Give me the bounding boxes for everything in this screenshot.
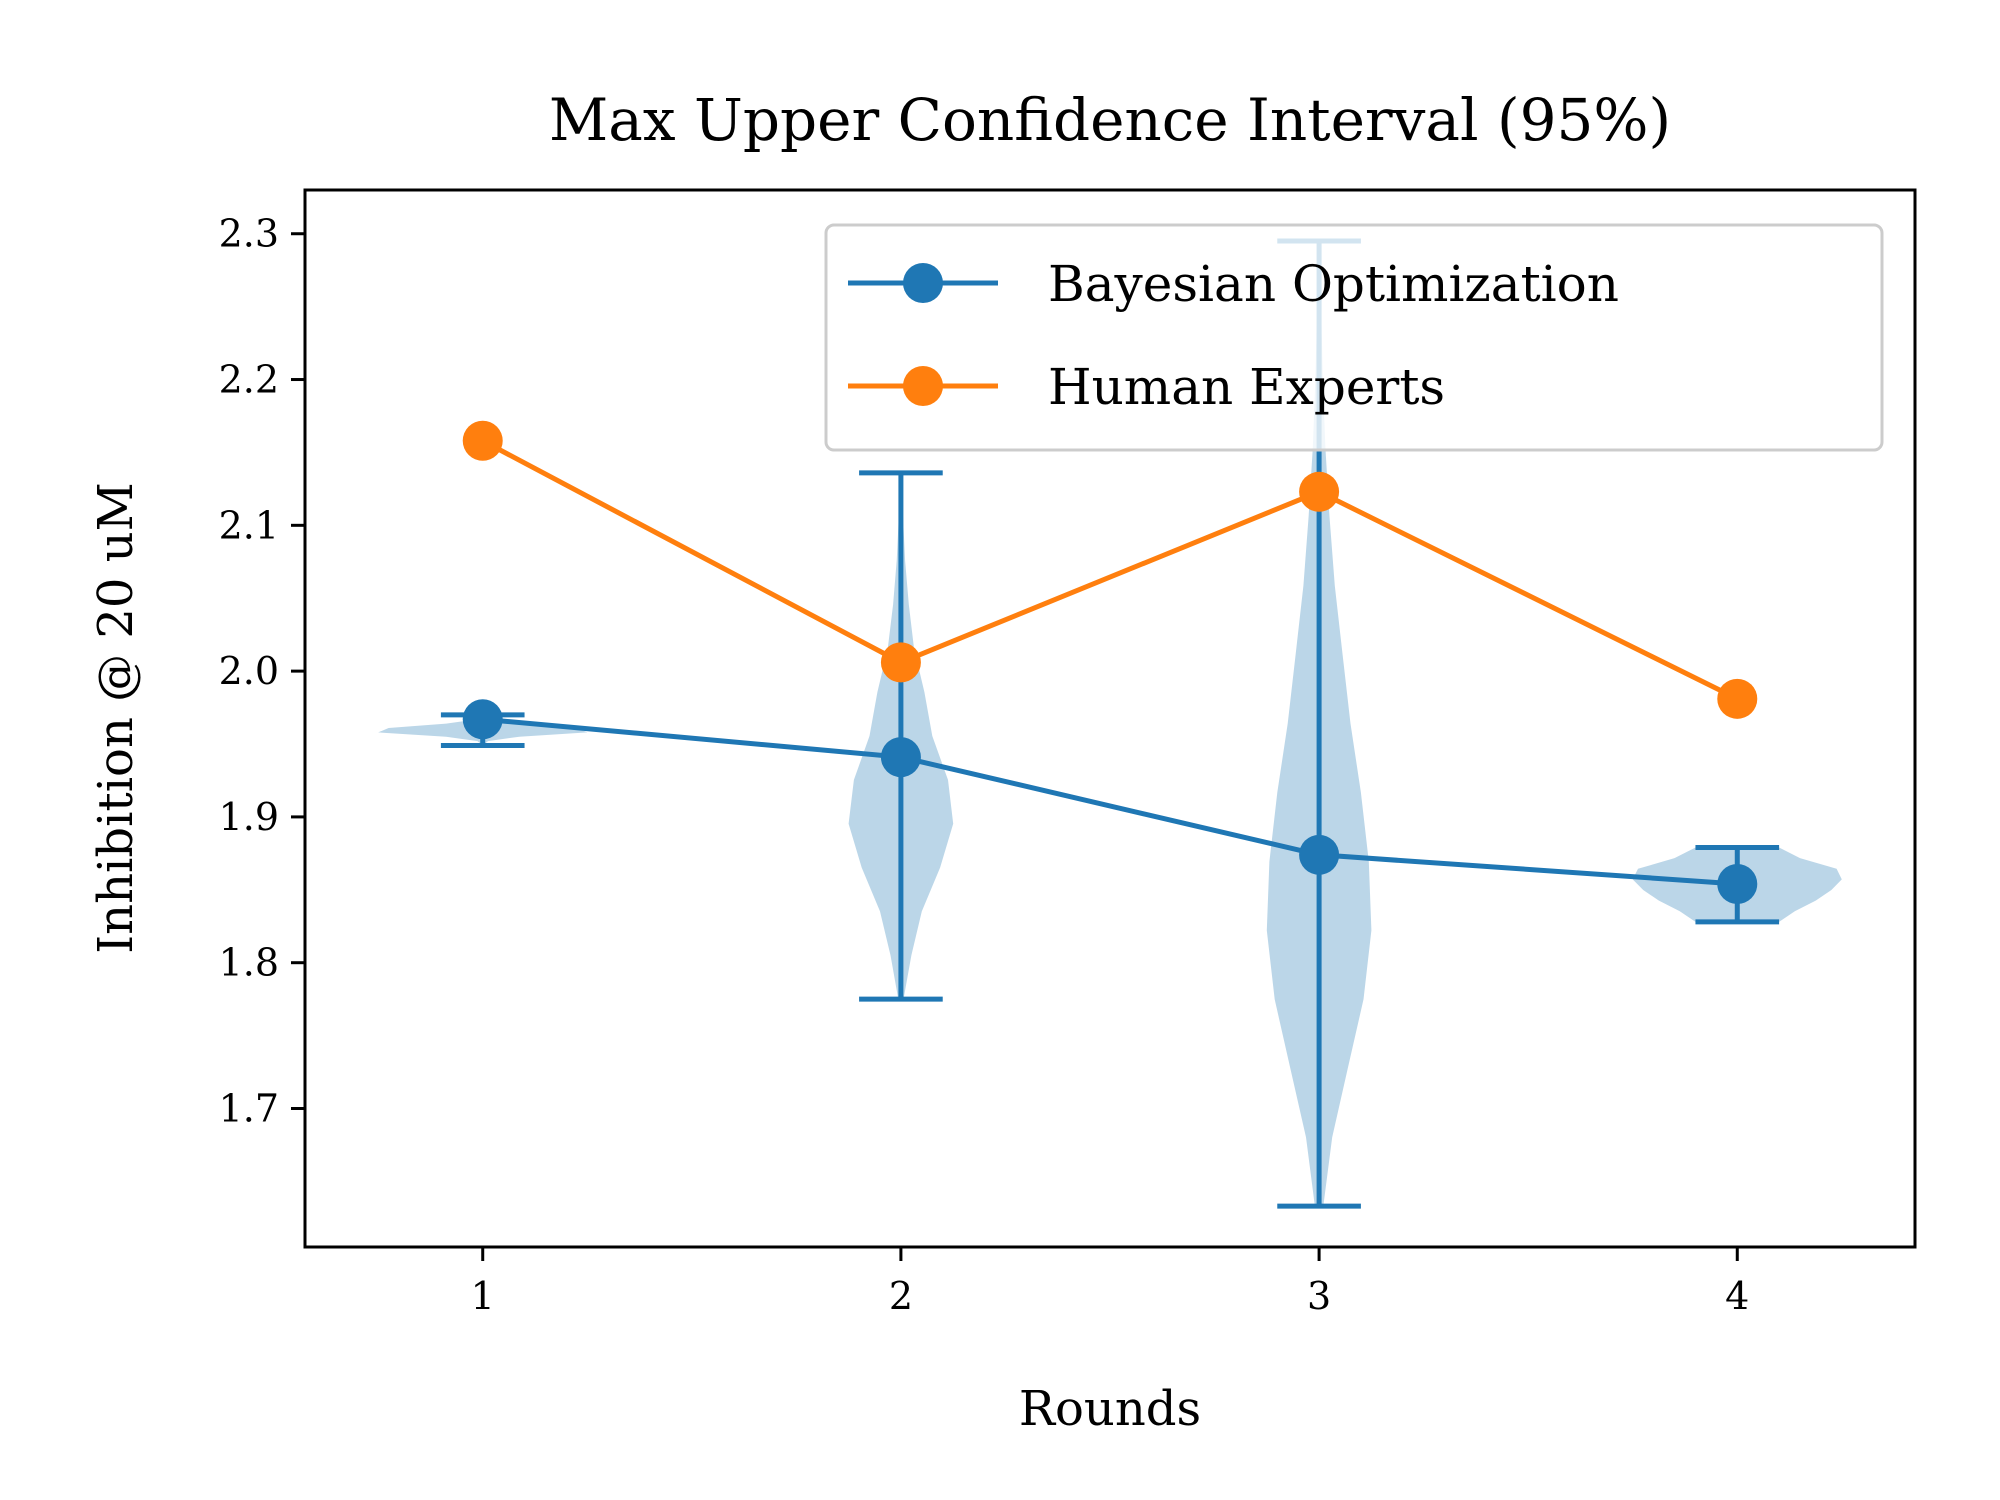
- plot-frame: [303, 188, 1917, 1249]
- data-point-bayesian-optimization-round-4: [1717, 863, 1758, 904]
- legend-label-bayesian-optimization: Bayesian Optimization: [1048, 255, 1619, 313]
- legend-marker-human-experts: [903, 366, 943, 406]
- y-tick-label: 2.1: [219, 503, 279, 547]
- data-point-bayesian-optimization-round-3: [1299, 834, 1340, 875]
- x-tick-label: 1: [471, 1274, 495, 1318]
- x-tick-label: 2: [889, 1274, 913, 1318]
- y-tick-label: 2.0: [219, 649, 279, 693]
- data-point-bayesian-optimization-round-1: [462, 699, 503, 740]
- data-point-human-experts-round-3: [1299, 471, 1340, 512]
- y-axis-ticks: 1.7 1.8 1.9 2.0 2.1 2.2 2.3: [219, 212, 305, 1130]
- series-lines: [481, 438, 1739, 887]
- legend-label-human-experts: Human Experts: [1048, 358, 1445, 416]
- y-tick-label: 1.8: [219, 941, 279, 985]
- y-tick-label: 2.2: [219, 358, 279, 402]
- legend-marker-bayesian-optimization: [903, 263, 943, 303]
- data-point-human-experts-round-2: [880, 642, 921, 683]
- data-point-human-experts-round-4: [1717, 678, 1758, 719]
- data-point-human-experts-round-1: [462, 420, 503, 461]
- x-tick-label: 4: [1725, 1274, 1749, 1318]
- x-tick-label: 3: [1307, 1274, 1331, 1318]
- x-axis-ticks: 1 2 3 4: [471, 1247, 1749, 1318]
- series-markers: [462, 420, 1758, 904]
- legend-box: [824, 223, 1884, 452]
- y-tick-label: 2.3: [219, 212, 279, 256]
- data-point-bayesian-optimization-round-2: [880, 737, 921, 778]
- legend-entries: Bayesian Optimization Human Experts: [848, 255, 1619, 416]
- chart-title: Max Upper Confidence Interval (95%): [549, 86, 1671, 154]
- y-axis-label: Inhibition @ 20 uM: [88, 482, 144, 954]
- y-tick-label: 1.7: [219, 1086, 279, 1130]
- x-axis-label: Rounds: [1019, 1381, 1201, 1437]
- series-line-bayesian-optimization: [482, 716, 1738, 887]
- y-tick-label: 1.9: [219, 795, 279, 839]
- series-line-human-experts: [481, 438, 1739, 702]
- legend: Bayesian Optimization Human Experts: [824, 223, 1884, 452]
